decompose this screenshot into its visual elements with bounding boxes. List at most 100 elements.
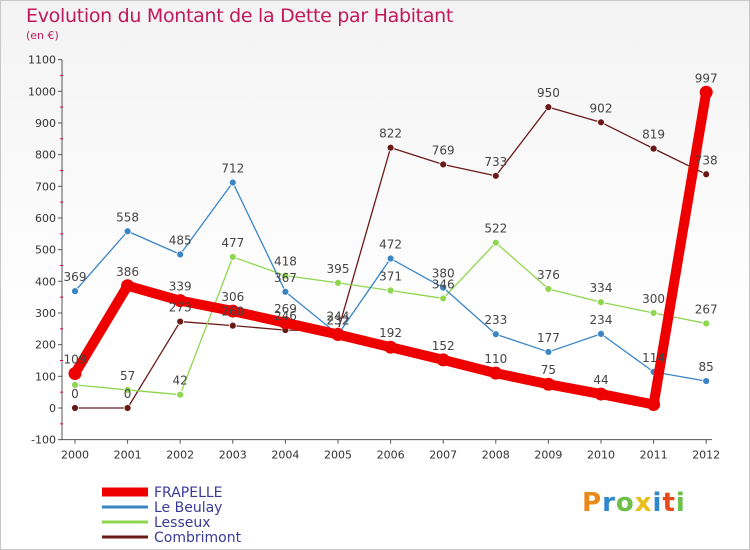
- data-label: 997: [695, 71, 718, 85]
- data-point: [123, 227, 132, 236]
- data-point: [439, 283, 448, 292]
- data-label: 339: [169, 280, 192, 294]
- data-point: [226, 304, 240, 318]
- data-point: [702, 319, 711, 328]
- data-label: 477: [221, 236, 244, 250]
- y-tick-label: 1000: [28, 85, 56, 98]
- data-label: 110: [484, 352, 507, 366]
- data-point: [386, 143, 395, 152]
- data-label: 246: [274, 309, 297, 323]
- data-point: [176, 390, 185, 399]
- data-point: [281, 287, 290, 296]
- data-point: [71, 404, 79, 412]
- data-point: [647, 398, 661, 412]
- data-point: [439, 294, 448, 303]
- data-point: [121, 279, 135, 293]
- data-label: 44: [593, 373, 608, 387]
- data-label: 0: [124, 387, 132, 401]
- data-label: 260: [221, 305, 244, 319]
- y-tick-label: 200: [35, 339, 56, 352]
- data-label: 267: [695, 302, 718, 316]
- y-tick-label: 400: [35, 275, 56, 288]
- data-point: [702, 377, 711, 385]
- data-label: 769: [432, 143, 455, 157]
- data-label: 232: [327, 314, 350, 328]
- chart-title: Evolution du Montant de la Dette par Hab…: [26, 5, 454, 27]
- data-point: [228, 178, 237, 187]
- x-tick-label: 2002: [166, 449, 194, 462]
- x-tick-label: 2009: [534, 449, 562, 462]
- y-tick-label: 700: [35, 180, 56, 193]
- data-label: 114: [642, 351, 665, 365]
- data-label: 950: [537, 86, 560, 100]
- data-point: [544, 285, 553, 293]
- data-label: 109: [64, 352, 87, 366]
- data-point: [544, 348, 553, 356]
- data-point: [386, 286, 395, 295]
- data-label: 234: [590, 313, 613, 327]
- x-tick-label: 2006: [377, 449, 405, 462]
- data-label: 273: [169, 301, 192, 315]
- legend-label: Combrimont: [154, 530, 242, 546]
- y-tick-label: 600: [35, 212, 56, 225]
- y-tick-label: 1100: [28, 54, 56, 67]
- data-point: [597, 118, 605, 127]
- x-tick-label: 2003: [219, 449, 247, 462]
- data-label: 346: [432, 277, 455, 291]
- data-point: [386, 254, 395, 263]
- data-point: [541, 377, 555, 391]
- data-point: [699, 85, 713, 99]
- data-label: 244: [327, 310, 350, 324]
- x-tick-label: 2001: [114, 449, 142, 462]
- data-label: 386: [116, 265, 139, 279]
- data-point: [278, 316, 292, 330]
- data-label: 558: [116, 210, 139, 224]
- y-tick-label: 300: [35, 307, 56, 320]
- data-point: [594, 387, 608, 401]
- data-label: 738: [695, 153, 718, 167]
- x-tick-label: 2000: [61, 449, 89, 462]
- legend-label: Lesseux: [154, 515, 211, 531]
- data-label: 177: [537, 331, 560, 345]
- data-label: 371: [379, 270, 402, 284]
- x-tick-label: 2011: [640, 449, 668, 462]
- data-label: 902: [590, 101, 613, 115]
- data-point: [228, 321, 237, 330]
- data-point: [281, 271, 290, 280]
- data-point: [123, 386, 132, 394]
- data-point: [439, 160, 448, 169]
- x-tick-label: 2008: [482, 449, 510, 462]
- data-label: 712: [221, 162, 244, 176]
- data-point: [71, 380, 79, 389]
- legend-label: Le Beulay: [154, 500, 222, 516]
- data-label: 522: [484, 222, 507, 236]
- x-tick-label: 2012: [692, 449, 720, 462]
- y-tick-label: 500: [35, 244, 56, 257]
- unit-label: (en €): [26, 29, 59, 42]
- data-point: [436, 353, 450, 367]
- data-label: 418: [274, 255, 297, 269]
- data-label: 57: [120, 369, 135, 383]
- data-point: [176, 317, 185, 326]
- data-point: [331, 328, 345, 342]
- proxiti-logo: Proxiti: [582, 488, 686, 518]
- data-label: 232: [327, 314, 350, 328]
- data-point: [123, 404, 132, 412]
- data-point: [597, 298, 605, 307]
- x-tick-label: 2007: [429, 449, 457, 462]
- y-tick-label: 900: [35, 117, 56, 130]
- data-label: 0: [71, 387, 79, 401]
- data-point: [68, 366, 82, 380]
- data-point: [176, 250, 185, 259]
- y-tick-label: 0: [49, 402, 56, 415]
- data-point: [649, 309, 658, 317]
- data-point: [228, 253, 237, 261]
- data-label: 42: [173, 374, 188, 388]
- data-label: 269: [274, 302, 297, 316]
- data-point: [649, 144, 658, 153]
- x-tick-label: 2010: [587, 449, 615, 462]
- data-label: 376: [537, 268, 560, 282]
- data-point: [491, 171, 500, 180]
